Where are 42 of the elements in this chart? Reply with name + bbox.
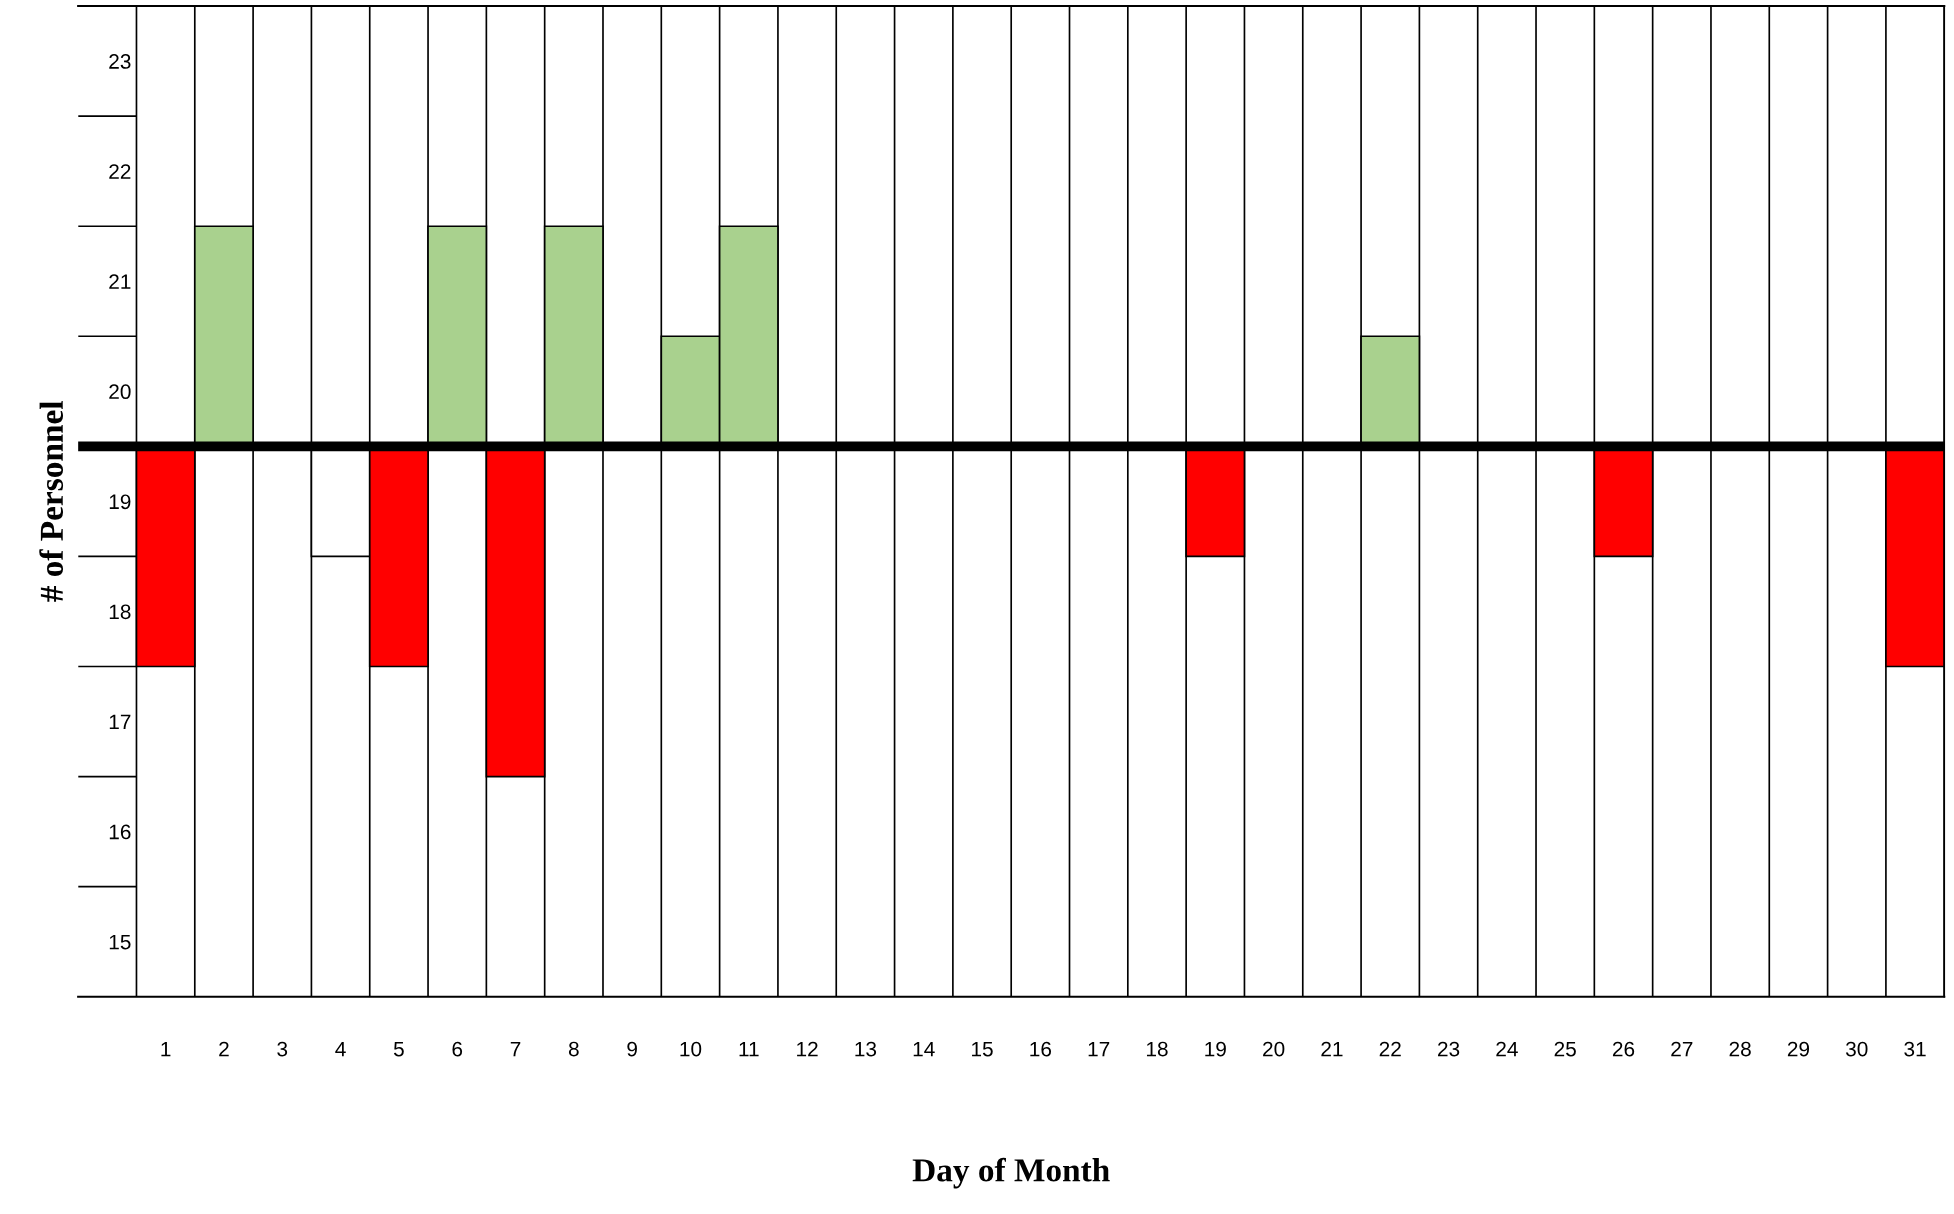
x-tick-label: 11 (739, 1041, 759, 1057)
x-tick-label: 31 (1904, 1041, 1926, 1057)
x-tick-label: 30 (1845, 1041, 1868, 1057)
x-tick-label: 3 (277, 1041, 288, 1057)
y-tick-label: 21 (109, 274, 131, 289)
x-tick-label: 25 (1554, 1041, 1576, 1057)
y-tick-label: 23 (109, 54, 131, 69)
x-tick-label: 18 (1146, 1041, 1168, 1057)
x-tick-label: 1 (161, 1041, 171, 1057)
x-tick-label: 22 (1379, 1041, 1401, 1057)
x-tick-label: 21 (1321, 1041, 1343, 1057)
y-tick-label: 20 (109, 384, 131, 400)
x-tick-label: 6 (452, 1041, 463, 1057)
y-tick-label: 19 (109, 494, 131, 510)
y-tick-label: 22 (109, 164, 131, 179)
x-tick-label: 24 (1496, 1041, 1518, 1057)
x-tick-label: 28 (1729, 1041, 1751, 1057)
x-tick-label: 13 (855, 1041, 877, 1057)
x-tick-label: 23 (1438, 1041, 1460, 1057)
y-tick-label: 16 (109, 824, 131, 840)
x-tick-label: 14 (913, 1041, 935, 1057)
x-tick-label: 20 (1263, 1041, 1285, 1057)
x-tick-label: 12 (797, 1041, 818, 1057)
x-tick-label: 19 (1205, 1041, 1226, 1057)
x-axis-title: Day of Month (912, 1157, 1110, 1189)
x-tick-label: 8 (568, 1041, 579, 1057)
y-tick-label: 18 (109, 604, 131, 620)
x-tick-label: 9 (627, 1041, 637, 1057)
y-tick-label: 15 (109, 934, 131, 950)
x-tick-label: 27 (1671, 1041, 1693, 1057)
x-tick-label: 2 (219, 1041, 229, 1057)
x-tick-label: 10 (680, 1041, 702, 1057)
x-tick-label: 15 (972, 1041, 993, 1057)
y-tick-label: 17 (109, 714, 131, 730)
x-tick-label: 16 (1030, 1041, 1052, 1057)
x-tick-label: 7 (510, 1041, 521, 1057)
x-tick-label: 26 (1612, 1041, 1635, 1057)
x-tick-label: 4 (335, 1041, 346, 1057)
x-tick-label: 5 (393, 1041, 404, 1057)
y-axis-title: # of Personnel (39, 401, 64, 602)
x-tick-label: 29 (1787, 1041, 1810, 1057)
x-tick-label: 17 (1088, 1041, 1110, 1057)
